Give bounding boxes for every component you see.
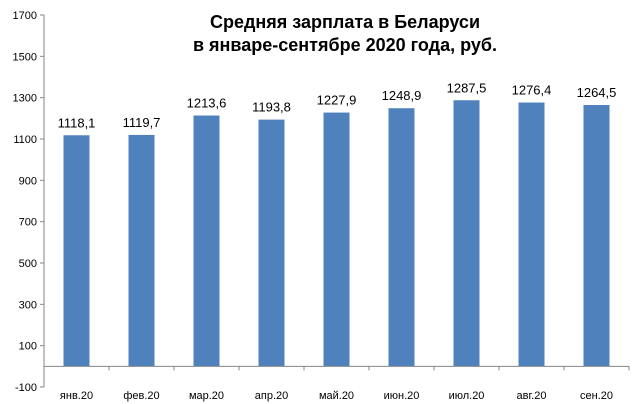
bar-data-label: 1193,8 — [252, 100, 291, 115]
y-tick-label: 1700 — [13, 10, 37, 22]
x-category-label: сен.20 — [580, 390, 613, 402]
bar — [129, 135, 155, 366]
bar-data-label: 1276,4 — [512, 83, 552, 98]
x-category-label: фев.20 — [123, 390, 159, 402]
y-tick-label: 300 — [19, 299, 37, 311]
y-tick-label: 500 — [19, 258, 37, 270]
x-category-label: июн.20 — [384, 390, 420, 402]
bars — [64, 100, 610, 366]
bar — [519, 103, 545, 367]
x-category-label: авг.20 — [517, 390, 547, 402]
bar — [259, 120, 285, 367]
bar-data-label: 1264,5 — [577, 85, 617, 100]
x-category-label: янв.20 — [60, 390, 93, 402]
y-tick-label: 1500 — [13, 51, 37, 63]
x-axis-labels: янв.20 фев.20 мар.20 апр.20 май.20 июн.20 июл.… — [60, 366, 629, 402]
bar — [64, 135, 90, 366]
y-tick-label: 1300 — [13, 93, 37, 105]
bar-data-label: 1213,6 — [187, 96, 227, 111]
chart-title-line-1: Средняя зарплата в Беларуси — [210, 12, 480, 32]
x-category-label: мар.20 — [189, 390, 224, 402]
bar-data-label: 1118,1 — [58, 115, 96, 130]
bar-data-label: 1248,9 — [382, 88, 422, 103]
bar — [324, 113, 350, 367]
y-tick-label: 100 — [19, 341, 37, 353]
bar — [389, 108, 415, 366]
x-category-label: июл.20 — [449, 390, 485, 402]
y-axis-ticks: -100 100 300 500 700 900 1100 1300 1500 1700 — [13, 10, 44, 394]
y-tick-label: -100 — [15, 382, 37, 394]
y-tick-label: 900 — [19, 175, 37, 187]
chart-title-line-2: в январе-сентябре 2020 года, руб. — [193, 35, 497, 55]
bar-data-label: 1227,9 — [317, 93, 357, 108]
bar — [194, 116, 220, 367]
bar — [584, 105, 610, 366]
x-category-label: апр.20 — [255, 390, 288, 402]
bar-data-label: 1119,7 — [123, 115, 161, 130]
y-tick-label: 1100 — [13, 134, 37, 146]
y-tick-label: 700 — [19, 217, 37, 229]
bar-data-label: 1287,5 — [447, 80, 487, 95]
x-category-label: май.20 — [319, 390, 354, 402]
bar — [454, 100, 480, 366]
